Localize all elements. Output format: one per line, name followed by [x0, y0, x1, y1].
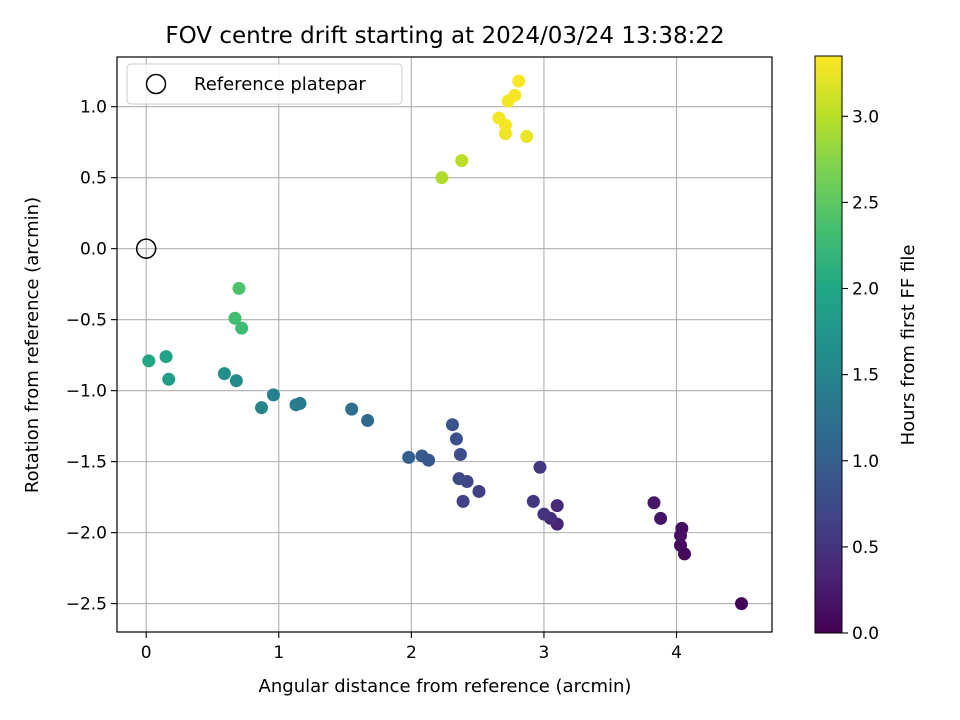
- x-tick-label: 2: [406, 643, 417, 663]
- data-point: [159, 350, 173, 364]
- data-point: [162, 372, 176, 386]
- data-point: [452, 472, 466, 486]
- data-point: [217, 367, 231, 381]
- grid: [117, 57, 772, 632]
- data-point: [674, 538, 688, 552]
- legend: Reference platepar: [126, 63, 403, 105]
- data-point: [550, 499, 564, 513]
- data-point: [345, 402, 359, 416]
- y-axis-label: Rotation from reference (arcmin): [22, 197, 43, 493]
- legend-reference-marker: [145, 73, 167, 95]
- y-tick-label: −2.5: [66, 595, 107, 615]
- reference-platepar-marker: [135, 238, 157, 259]
- colorbar-tick-label: 2.0: [852, 280, 879, 300]
- y-tick-label: 1.0: [80, 98, 107, 118]
- data-point: [453, 448, 467, 462]
- data-point: [255, 401, 269, 415]
- data-point: [654, 511, 668, 525]
- y-tick-label: −0.5: [66, 311, 107, 331]
- data-points: [142, 74, 749, 611]
- x-tick-label: 0: [141, 643, 152, 663]
- y-tick-label: −1.5: [66, 453, 107, 473]
- data-point: [229, 374, 243, 388]
- x-tick-label: 3: [539, 643, 550, 663]
- y-tick-label: −2.0: [66, 524, 107, 544]
- x-axis-label: Angular distance from reference (arcmin): [259, 676, 632, 697]
- colorbar: 0.0 0.5 1.0 1.5 2.0 2.5 3.0 Hours from first F…: [814, 55, 919, 644]
- colorbar-tick-label: 1.0: [852, 452, 879, 472]
- chart-title: FOV centre drift starting at 2024/03/24 …: [165, 23, 724, 49]
- y-axis: −2.5 −2.0 −1.5 −1.0 −0.5 0.0 0.5 1.0: [66, 98, 117, 615]
- x-tick-label: 1: [273, 643, 284, 663]
- reference-marker-layer: [135, 238, 157, 259]
- colorbar-tick-label: 2.5: [852, 193, 879, 213]
- data-point: [512, 74, 526, 88]
- data-point: [142, 354, 156, 368]
- legend-label: Reference platepar: [194, 74, 366, 95]
- data-point: [537, 507, 551, 521]
- legend-box: [126, 63, 403, 105]
- data-point: [735, 597, 749, 611]
- colorbar-ticks: 0.0 0.5 1.0 1.5 2.0 2.5 3.0: [842, 107, 879, 644]
- data-point: [472, 484, 486, 498]
- data-point: [232, 281, 246, 295]
- data-point: [492, 111, 506, 125]
- y-tick-label: 0.0: [80, 240, 107, 260]
- data-point: [266, 388, 280, 402]
- data-point: [435, 171, 449, 185]
- y-tick-label: 0.5: [80, 169, 107, 189]
- data-point: [533, 460, 547, 474]
- data-point: [228, 311, 242, 325]
- data-point: [415, 449, 429, 463]
- data-point: [235, 321, 249, 335]
- data-point: [647, 496, 661, 510]
- colorbar-tick-label: 0.0: [852, 624, 879, 644]
- data-point: [520, 130, 534, 144]
- data-point: [445, 418, 459, 432]
- colorbar-gradient: [814, 55, 843, 634]
- data-point: [289, 398, 303, 412]
- colorbar-tick-label: 0.5: [852, 538, 879, 558]
- data-point: [455, 154, 469, 168]
- colorbar-label: Hours from first FF file: [898, 245, 919, 446]
- x-tick-label: 4: [671, 643, 682, 663]
- colorbar-tick-label: 1.5: [852, 366, 879, 386]
- data-point: [361, 413, 375, 427]
- colorbar-tick-label: 3.0: [852, 107, 879, 127]
- data-point: [508, 88, 522, 102]
- data-point: [449, 432, 463, 446]
- y-tick-label: −1.0: [66, 382, 107, 402]
- data-point: [456, 494, 470, 508]
- plot-frame: [116, 56, 773, 633]
- x-axis: 0 1 2 3 4: [141, 632, 682, 663]
- data-point: [674, 528, 688, 542]
- data-point: [526, 494, 540, 508]
- data-point: [402, 450, 416, 464]
